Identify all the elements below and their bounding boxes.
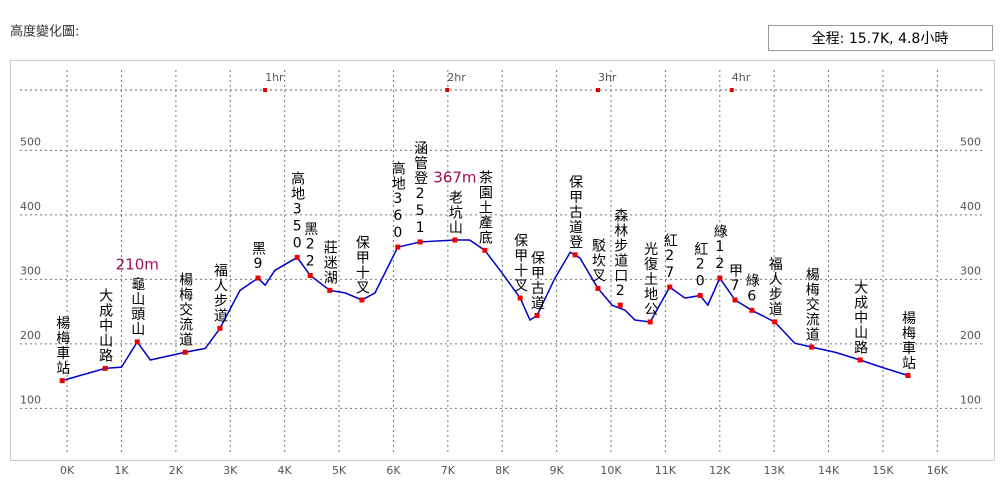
- waypoint-marker: [667, 284, 673, 290]
- waypoint-label: 楊梅車站: [900, 310, 916, 371]
- waypoint-marker: [452, 237, 458, 243]
- waypoint-label: 紅20: [692, 241, 708, 290]
- waypoint-marker: [359, 297, 365, 303]
- x-tick-label: 14K: [818, 464, 840, 477]
- waypoint-label: 森林步道口2: [612, 208, 628, 300]
- x-tick-label: 1K: [114, 464, 129, 477]
- x-tick-label: 12K: [709, 464, 731, 477]
- waypoint-marker: [182, 349, 188, 355]
- waypoint-marker: [809, 344, 815, 350]
- waypoint-marker: [617, 302, 623, 308]
- waypoint-label: 福人步道: [767, 257, 783, 317]
- waypoint-label: 福人步道: [212, 263, 228, 323]
- waypoint-label: 綠6: [744, 273, 760, 305]
- y-tick-label-right: 300: [960, 264, 981, 277]
- y-tick-label: 100: [20, 393, 41, 406]
- time-label: 4hr: [732, 71, 751, 84]
- waypoint-label: 莊迷湖: [322, 240, 338, 285]
- waypoint-label: 涵管登251: [412, 141, 428, 237]
- x-tick-label: 13K: [764, 464, 786, 477]
- waypoint-label: 茶園土產底: [477, 170, 493, 245]
- time-marker: [729, 88, 734, 92]
- x-tick-label: 3K: [223, 464, 238, 477]
- x-tick-label: 9K: [550, 464, 565, 477]
- y-tick-label-right: 500: [960, 135, 981, 148]
- waypoint-marker: [217, 325, 223, 331]
- annotation: 367m: [433, 169, 476, 187]
- y-tick-label: 300: [20, 264, 41, 277]
- x-tick-label: 2K: [169, 464, 184, 477]
- x-tick-label: 5K: [332, 464, 347, 477]
- x-tick-label: 10K: [600, 464, 622, 477]
- time-marker: [595, 88, 600, 92]
- waypoint-label: 楊梅交流道: [804, 266, 820, 342]
- waypoint-marker: [905, 372, 911, 378]
- waypoint-label: 甲7: [727, 263, 743, 295]
- waypoint-label: 保甲古道登: [567, 175, 583, 250]
- x-tick-label: 16K: [927, 464, 949, 477]
- time-label: 3hr: [598, 71, 617, 84]
- waypoint-label: 紅27: [662, 233, 678, 282]
- waypoint-label: 光復土地公: [642, 242, 658, 317]
- waypoint-marker: [697, 292, 703, 298]
- waypoint-marker: [395, 244, 401, 250]
- y-tick-label: 400: [20, 200, 41, 213]
- waypoint-label: 大成中山路: [852, 280, 868, 355]
- waypoint-marker: [482, 247, 488, 253]
- x-tick-label: 6K: [386, 464, 401, 477]
- x-tick-label: 7K: [441, 464, 456, 477]
- x-tick-label: 11K: [655, 464, 677, 477]
- waypoint-label: 綠12: [712, 224, 728, 273]
- waypoint-label: 保甲十叉: [354, 235, 370, 295]
- page-title: 高度變化圖:: [10, 24, 79, 40]
- y-tick-label: 200: [20, 329, 41, 342]
- waypoint-marker: [717, 275, 723, 281]
- summary: 全程: 15.7K, 4.8小時: [812, 30, 949, 47]
- time-label: 2hr: [447, 71, 466, 84]
- waypoint-label: 保甲十叉: [512, 233, 528, 293]
- annotation: 210m: [116, 255, 159, 273]
- waypoint-label: 楊梅交流道: [177, 272, 193, 348]
- y-tick-label-right: 100: [960, 393, 981, 406]
- waypoint-marker: [417, 239, 423, 245]
- x-tick-label: 0K: [60, 464, 75, 477]
- waypoint-label: 楊梅車站: [54, 315, 70, 376]
- waypoint-marker: [59, 378, 65, 384]
- waypoint-marker: [772, 319, 778, 325]
- waypoint-label: 老坑山: [447, 190, 463, 235]
- waypoint-marker: [307, 272, 313, 278]
- waypoint-label: 高地360: [390, 160, 406, 242]
- waypoint-label: 高地350: [289, 171, 305, 253]
- waypoint-label: 大成中山路: [97, 288, 113, 363]
- y-tick-label-right: 200: [960, 329, 981, 342]
- waypoint-marker: [102, 365, 108, 371]
- time-label: 1hr: [265, 71, 284, 84]
- waypoint-label: 黑22: [302, 221, 318, 270]
- waypoint-label: 龜山頭山: [129, 277, 145, 337]
- waypoint-marker: [732, 297, 738, 303]
- waypoint-marker: [595, 285, 601, 291]
- waypoint-marker: [572, 252, 578, 258]
- waypoint-marker: [134, 339, 140, 345]
- waypoint-marker: [534, 312, 540, 318]
- summary-box: [768, 25, 993, 51]
- waypoint-marker: [647, 319, 653, 325]
- waypoint-marker: [857, 357, 863, 363]
- y-tick-label: 500: [20, 135, 41, 148]
- waypoint-marker: [749, 307, 755, 313]
- waypoint-marker: [255, 275, 261, 281]
- waypoint-marker: [517, 295, 523, 301]
- x-tick-label: 4K: [278, 464, 293, 477]
- x-tick-label: 15K: [872, 464, 894, 477]
- waypoint-label: 保甲古道: [529, 250, 545, 310]
- y-tick-label-right: 400: [960, 200, 981, 213]
- waypoint-label: 駁坎叉: [590, 238, 606, 283]
- waypoint-label: 黑9: [250, 241, 266, 273]
- waypoint-marker: [327, 287, 333, 293]
- x-tick-label: 8K: [495, 464, 510, 477]
- waypoint-marker: [294, 254, 300, 260]
- time-marker: [263, 88, 268, 92]
- time-marker: [445, 88, 450, 92]
